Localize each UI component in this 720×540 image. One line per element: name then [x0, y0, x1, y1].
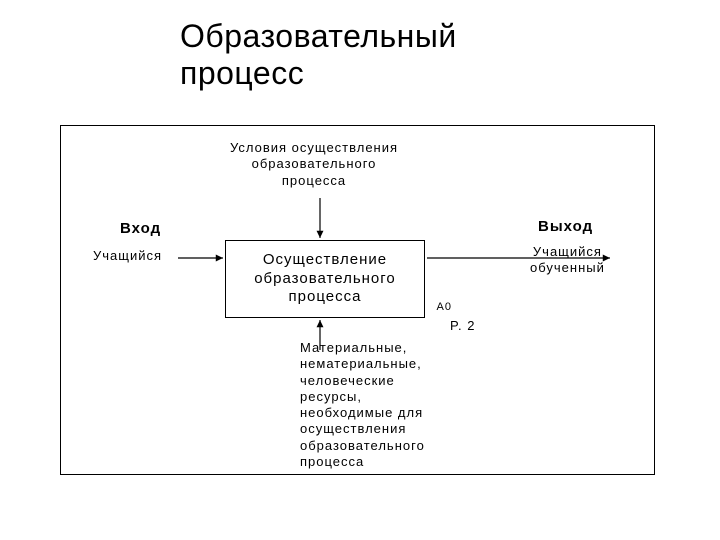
res-line6: осуществления — [300, 421, 425, 437]
page-title: Образовательный процесс — [180, 18, 540, 92]
top-line3: процесса — [230, 173, 398, 189]
input-header: Вход — [120, 220, 161, 237]
res-line3: человеческие — [300, 373, 425, 389]
resources-label: Материальные, нематериальные, человеческ… — [300, 340, 425, 470]
arrow-right — [419, 250, 618, 266]
top-conditions-label: Условия осуществления образовательного п… — [230, 140, 398, 189]
top-line1: Условия осуществления — [230, 140, 398, 156]
res-line4: ресурсы, — [300, 389, 425, 405]
res-line7: образовательного — [300, 438, 425, 454]
top-line2: образовательного — [230, 156, 398, 172]
p2-label: P. 2 — [450, 318, 475, 333]
process-box: Осуществление образовательного процесса … — [225, 240, 425, 318]
arrow-bottom — [312, 312, 328, 358]
arrow-left — [170, 250, 231, 266]
process-line2: образовательного — [254, 270, 396, 289]
res-line2: нематериальные, — [300, 356, 425, 372]
res-line8: процесса — [300, 454, 425, 470]
process-line3: процесса — [289, 288, 362, 307]
process-tag: A0 — [437, 301, 452, 315]
process-line1: Осуществление — [263, 251, 387, 270]
res-line5: необходимые для — [300, 405, 425, 421]
arrow-top — [312, 190, 328, 246]
input-subtext: Учащийся — [93, 248, 162, 263]
output-header: Выход — [538, 218, 593, 235]
